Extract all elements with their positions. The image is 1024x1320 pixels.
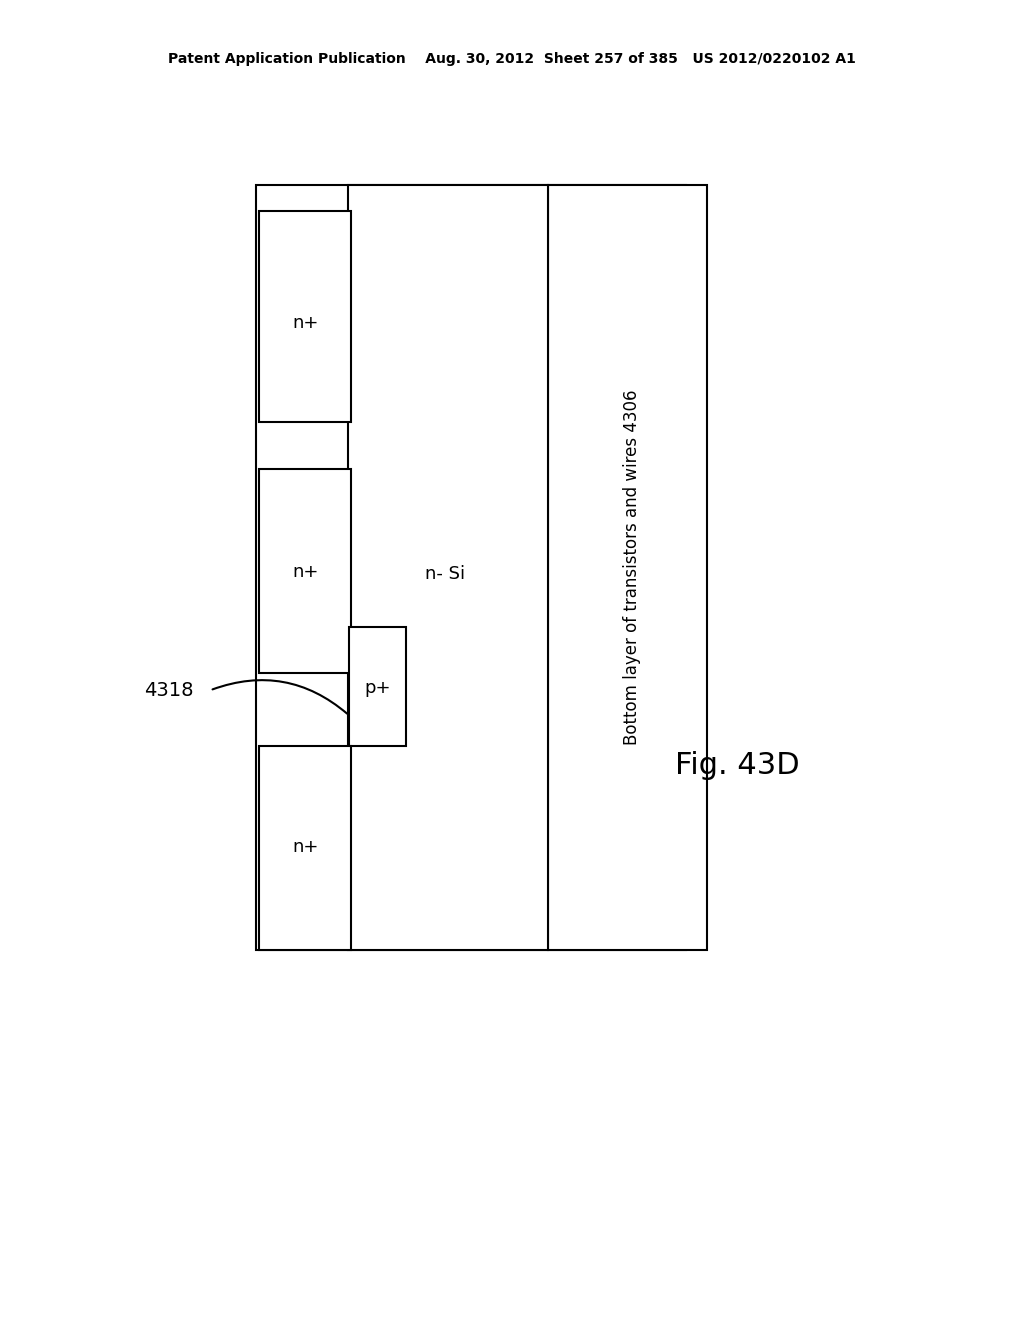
Text: Fig. 43D: Fig. 43D xyxy=(675,751,800,780)
Bar xyxy=(349,627,406,746)
Bar xyxy=(256,185,686,950)
Text: n- Si: n- Si xyxy=(425,565,466,583)
Text: 4318: 4318 xyxy=(144,681,194,700)
Bar xyxy=(259,746,351,950)
Text: n+: n+ xyxy=(292,562,318,581)
Bar xyxy=(259,211,351,422)
Text: n+: n+ xyxy=(292,838,318,857)
Bar xyxy=(548,185,707,950)
Bar xyxy=(348,185,548,950)
Text: p+: p+ xyxy=(365,678,391,697)
Text: Bottom layer of transistors and wires 4306: Bottom layer of transistors and wires 43… xyxy=(623,389,641,746)
Text: n+: n+ xyxy=(292,314,318,333)
Bar xyxy=(259,469,351,673)
Text: Patent Application Publication    Aug. 30, 2012  Sheet 257 of 385   US 2012/0220: Patent Application Publication Aug. 30, … xyxy=(168,53,856,66)
